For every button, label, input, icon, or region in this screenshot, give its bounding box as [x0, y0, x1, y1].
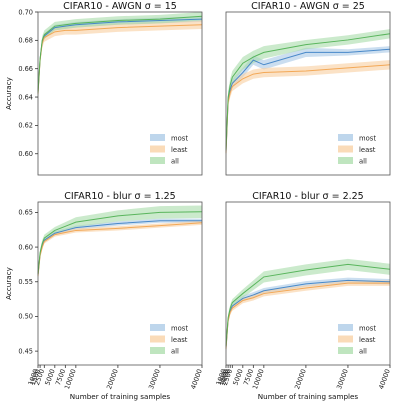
y-tick-label: 0.60 [18, 150, 33, 158]
chart-panel-2: CIFAR10 - AWGN σ = 25 most least all [225, 1, 391, 176]
legend-label-most: most [359, 325, 376, 333]
legend-swatch-most [150, 134, 165, 141]
y-tick-label: 0.60 [18, 243, 33, 251]
x-tick-label: 20000 [105, 368, 120, 390]
series-line-all [37, 15, 203, 93]
y-tick-label: 0.64 [18, 93, 33, 101]
series-line-least [37, 24, 203, 95]
chart-panel-4: CIFAR10 - blur σ = 2.2510001500200025005… [215, 191, 392, 401]
legend-swatch-least [150, 145, 165, 153]
x-tick-label: 40000 [189, 368, 204, 390]
legend-swatch-least [150, 335, 165, 343]
x-axis-label: Number of training samples [258, 392, 359, 401]
y-tick-label: 0.50 [18, 313, 33, 321]
x-tick-label: 40000 [377, 368, 392, 390]
y-tick-label: 0.45 [18, 347, 33, 355]
series-line-all [37, 211, 203, 275]
y-tick-label: 0.70 [18, 8, 33, 16]
legend: most least all [150, 134, 188, 166]
y-tick-label: 0.68 [18, 37, 33, 45]
legend-swatch-all [338, 347, 353, 354]
legend-label-most: most [171, 325, 188, 333]
x-tick-label: 30000 [335, 368, 350, 390]
legend-label-least: least [171, 336, 188, 344]
y-tick-label: 0.62 [18, 122, 33, 130]
legend-label-all: all [359, 348, 367, 356]
legend-label-most: most [359, 135, 376, 143]
legend-label-least: least [359, 146, 376, 154]
chart-title: CIFAR10 - AWGN σ = 15 [63, 1, 177, 12]
legend-label-least: least [359, 336, 376, 344]
y-axis-label: Accuracy [4, 266, 13, 300]
plot-frame [225, 11, 391, 176]
series-line-most [225, 48, 391, 152]
series-line-all [225, 263, 391, 347]
plot-frame [225, 201, 391, 366]
chart-title: CIFAR10 - blur σ = 2.25 [252, 191, 363, 202]
y-tick-label: 0.66 [18, 65, 33, 73]
legend-swatch-most [150, 324, 165, 331]
series-line-least [225, 282, 390, 350]
series-band-all [226, 258, 390, 351]
legend: most least all [338, 134, 376, 166]
x-tick-label: 30000 [147, 368, 162, 390]
legend-label-all: all [359, 158, 367, 166]
chart-panel-3: CIFAR10 - blur σ = 1.25 0.45 0.50 0.55 0.60 0… [4, 191, 204, 401]
legend-label-all: all [171, 158, 179, 166]
chart-panel-1: CIFAR10 - AWGN σ = 15 0.60 0.62 0.64 0.66 0.6… [4, 1, 203, 176]
y-axis-label: Accuracy [4, 76, 13, 110]
legend-label-least: least [171, 146, 188, 154]
x-axis-label: Number of training samples [70, 392, 171, 401]
x-tick-label: 20000 [293, 368, 308, 390]
legend-swatch-least [338, 145, 353, 153]
legend-label-most: most [171, 135, 188, 143]
legend-swatch-most [338, 134, 353, 141]
series-band-all [38, 12, 202, 99]
legend-swatch-all [150, 157, 165, 164]
legend-swatch-least [338, 335, 353, 343]
series-line-all [225, 33, 391, 151]
legend: most least all [150, 324, 188, 356]
chart-title: CIFAR10 - AWGN σ = 25 [251, 1, 365, 12]
legend-swatch-all [150, 347, 165, 354]
series-band-least [226, 60, 390, 160]
legend-swatch-all [338, 157, 353, 164]
plot-frame [37, 11, 203, 176]
plot-frame [37, 201, 203, 366]
series-line-least [37, 222, 203, 277]
legend: most least all [338, 324, 376, 356]
legend-swatch-most [338, 324, 353, 331]
y-tick-label: 0.65 [18, 209, 33, 217]
legend-label-all: all [171, 348, 179, 356]
series-band-all [38, 205, 202, 279]
y-tick-label: 0.55 [18, 278, 33, 286]
series-line-least [225, 64, 391, 154]
series-band-least [38, 20, 202, 100]
chart-title: CIFAR10 - blur σ = 1.25 [64, 191, 175, 202]
